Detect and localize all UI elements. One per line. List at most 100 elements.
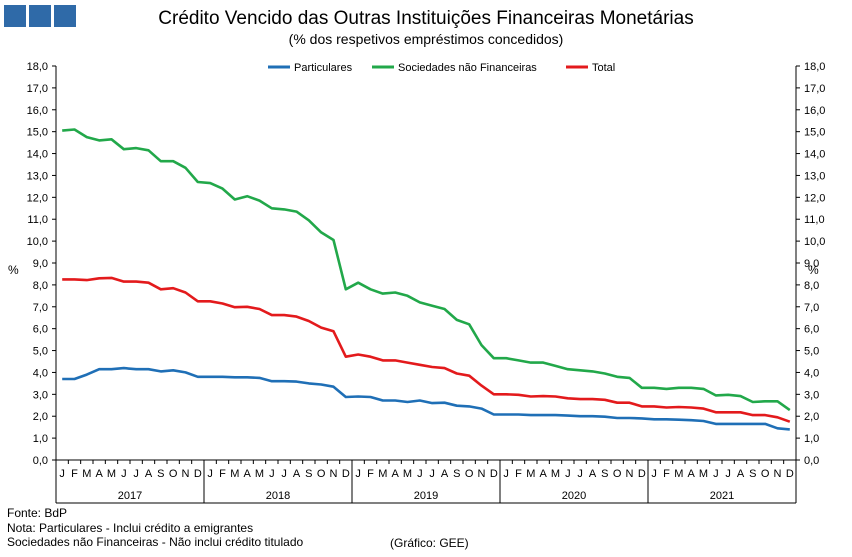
- month-label: F: [663, 468, 670, 480]
- month-label: J: [133, 468, 139, 480]
- month-label: S: [305, 468, 312, 480]
- month-label: J: [429, 468, 435, 480]
- y-tick-label-right: 8,0: [804, 280, 819, 292]
- month-label: A: [391, 468, 399, 480]
- month-label: O: [465, 468, 474, 480]
- y-tick-label-left: 5,0: [33, 346, 48, 358]
- month-label: J: [417, 468, 423, 480]
- y-tick-label-left: 17,0: [27, 83, 48, 95]
- y-tick-label-left: 10,0: [27, 236, 48, 248]
- month-label: F: [219, 468, 226, 480]
- y-tick-label-right: 6,0: [804, 324, 819, 336]
- notes-block: Fonte: BdP Nota: Particulares - Inclui c…: [7, 506, 303, 550]
- logo-block-3: [54, 5, 76, 27]
- logo-block-1: [4, 5, 26, 27]
- y-tick-label-right: 3,0: [804, 389, 819, 401]
- y-tick-label-left: 13,0: [27, 170, 48, 182]
- y-tick-label-left: 7,0: [33, 302, 48, 314]
- y-tick-label-right: 13,0: [804, 170, 825, 182]
- footnote-sociedades: Sociedades não Financeiras - Não inclui …: [7, 535, 304, 549]
- month-label: M: [699, 468, 708, 480]
- month-label: N: [774, 468, 782, 480]
- year-label: 2021: [710, 490, 734, 502]
- y-tick-label-left: 6,0: [33, 324, 48, 336]
- month-label: J: [503, 468, 509, 480]
- y-tick-label-right: 0,0: [804, 455, 819, 467]
- month-label: S: [601, 468, 608, 480]
- month-label: J: [355, 468, 361, 480]
- y-tick-label-right: 12,0: [804, 192, 825, 204]
- y-tick-label-left: 9,0: [33, 258, 48, 270]
- month-label: J: [713, 468, 719, 480]
- series-line-3: [62, 276, 791, 423]
- year-label: 2018: [266, 490, 290, 502]
- month-label: D: [194, 468, 202, 480]
- y-tick-label-right: 7,0: [804, 302, 819, 314]
- month-label: A: [687, 468, 695, 480]
- month-label: J: [565, 468, 571, 480]
- chart-credit: (Gráfico: GEE): [390, 536, 469, 550]
- month-label: J: [269, 468, 275, 480]
- month-label: S: [453, 468, 460, 480]
- footnote-particulares: Nota: Particulares - Inclui crédito a em…: [7, 520, 254, 535]
- month-label: A: [441, 468, 449, 480]
- month-label: O: [761, 468, 770, 480]
- month-label: M: [551, 468, 560, 480]
- month-label: M: [255, 468, 264, 480]
- y-tick-label-right: 16,0: [804, 105, 825, 117]
- month-label: M: [378, 468, 387, 480]
- year-label: 2019: [414, 490, 438, 502]
- year-label: 2017: [118, 490, 142, 502]
- month-label: D: [342, 468, 350, 480]
- source-note: Fonte: BdP: [7, 506, 68, 520]
- month-label: J: [725, 468, 731, 480]
- y-tick-label-left: 14,0: [27, 149, 48, 161]
- month-label: M: [230, 468, 239, 480]
- month-label: M: [674, 468, 683, 480]
- month-label: M: [107, 468, 116, 480]
- legend-label-3: Total: [592, 62, 615, 74]
- y-tick-label-right: 10,0: [804, 236, 825, 248]
- y-tick-label-right: 2,0: [804, 411, 819, 423]
- logo-block-2: [29, 5, 51, 27]
- month-label: J: [59, 468, 65, 480]
- y-tick-label-right: 4,0: [804, 367, 819, 379]
- y-axis-label-left: %: [8, 263, 19, 277]
- month-label: D: [786, 468, 794, 480]
- month-label: A: [293, 468, 301, 480]
- month-label: A: [95, 468, 103, 480]
- month-label: M: [526, 468, 535, 480]
- month-label: N: [330, 468, 338, 480]
- month-label: A: [589, 468, 597, 480]
- gee-logo: [4, 5, 76, 27]
- y-tick-label-left: 11,0: [27, 214, 48, 226]
- month-label: A: [539, 468, 547, 480]
- month-label: O: [613, 468, 622, 480]
- y-tick-label-right: 17,0: [804, 83, 825, 95]
- y-tick-label-left: 2,0: [33, 411, 48, 423]
- month-label: N: [478, 468, 486, 480]
- y-tick-label-right: 18,0: [804, 61, 825, 73]
- month-label: O: [317, 468, 326, 480]
- y-tick-label-right: 9,0: [804, 258, 819, 270]
- y-tick-label-right: 11,0: [804, 214, 825, 226]
- y-tick-label-left: 15,0: [27, 127, 48, 139]
- series-line-1: [62, 366, 790, 431]
- month-label: F: [71, 468, 78, 480]
- y-tick-label-left: 8,0: [33, 280, 48, 292]
- y-tick-label-left: 3,0: [33, 389, 48, 401]
- y-tick-label-right: 15,0: [804, 127, 825, 139]
- month-label: A: [243, 468, 251, 480]
- y-tick-label-left: 12,0: [27, 192, 48, 204]
- legend-label-1: Particulares: [294, 62, 353, 74]
- y-tick-label-right: 14,0: [804, 149, 825, 161]
- month-label: N: [182, 468, 190, 480]
- chart-title: Crédito Vencido das Outras Instituições …: [158, 8, 694, 29]
- y-tick-label-right: 1,0: [804, 433, 819, 445]
- month-label: A: [737, 468, 745, 480]
- month-label: M: [403, 468, 412, 480]
- year-label: 2020: [562, 490, 586, 502]
- month-label: F: [515, 468, 522, 480]
- month-label: O: [169, 468, 178, 480]
